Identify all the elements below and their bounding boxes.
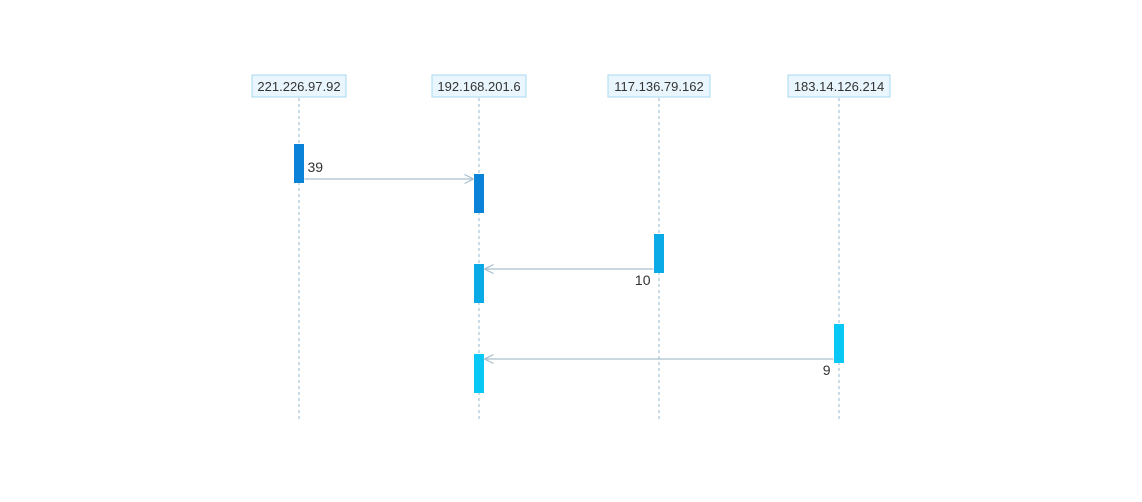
- lifelines: [298, 98, 840, 419]
- activation-bar-receiver: [474, 174, 484, 213]
- activation-bar-sender: [294, 144, 304, 183]
- participant-label: 192.168.201.6: [437, 79, 520, 94]
- activation-bar-receiver: [474, 264, 484, 303]
- participant-box[interactable]: [607, 74, 711, 98]
- message-1: 39: [294, 144, 484, 213]
- participant-p2[interactable]: 192.168.201.6: [431, 74, 527, 98]
- message-label: 10: [635, 272, 651, 288]
- activation-bar-receiver: [474, 354, 484, 393]
- message-label: 9: [823, 362, 831, 378]
- participant-p3[interactable]: 117.136.79.162: [607, 74, 711, 98]
- participant-p1[interactable]: 221.226.97.92: [251, 74, 347, 98]
- participants: 221.226.97.92 192.168.201.6 117.136.79.162…: [251, 74, 891, 98]
- message-2: 10: [474, 234, 664, 303]
- participant-box[interactable]: [251, 74, 347, 98]
- arrowhead-icon: [483, 353, 494, 365]
- participant-box[interactable]: [787, 74, 891, 98]
- messages: 39 10 9: [294, 144, 844, 393]
- participant-label: 183.14.126.214: [794, 79, 884, 94]
- message-label: 39: [308, 159, 324, 175]
- activation-bar-sender: [834, 324, 844, 363]
- participant-label: 221.226.97.92: [257, 79, 340, 94]
- participant-label: 117.136.79.162: [614, 79, 703, 94]
- arrowhead-icon: [464, 173, 475, 185]
- activation-bar-sender: [654, 234, 664, 273]
- participant-box[interactable]: [431, 74, 527, 98]
- arrowhead-icon: [483, 263, 494, 275]
- message-3: 9: [474, 324, 844, 393]
- participant-p4[interactable]: 183.14.126.214: [787, 74, 891, 98]
